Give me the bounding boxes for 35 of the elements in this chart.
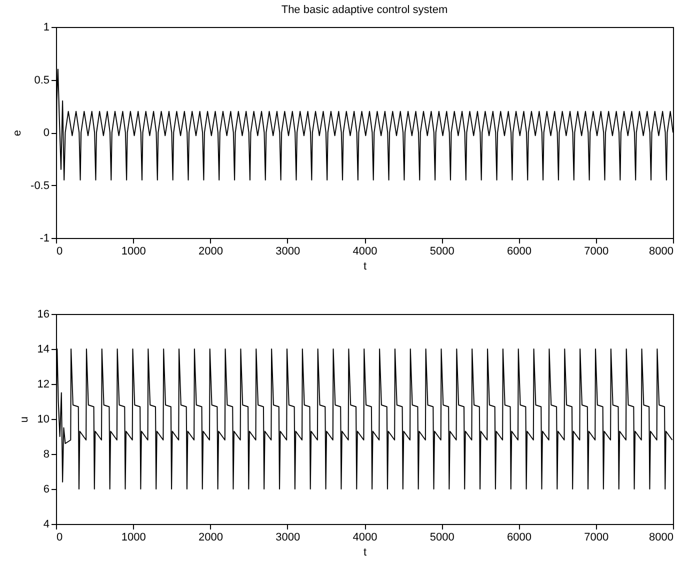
y-tick-label: 4 — [43, 518, 50, 530]
x-tick-label: 3000 — [276, 532, 300, 544]
y-tick-label: 0 — [43, 127, 50, 139]
x-tick-label: 1000 — [121, 532, 146, 544]
x-tick-label: 6000 — [507, 246, 532, 258]
y-axis-title: u — [18, 416, 30, 423]
x-tick-label: 3000 — [276, 246, 300, 258]
y-axis-title: e — [12, 130, 24, 136]
y-tick-label: 8 — [43, 448, 50, 460]
x-tick-label: 7000 — [584, 246, 609, 258]
y-tick-label: 12 — [37, 378, 50, 390]
x-tick-label: 6000 — [507, 532, 532, 544]
x-tick-label: 2000 — [198, 532, 223, 544]
x-axis-title: t — [363, 546, 367, 558]
y-tick-label: 16 — [37, 308, 50, 320]
x-tick-label: 1000 — [121, 246, 146, 258]
x-tick-label: 4000 — [352, 532, 378, 544]
x-tick-label: 5000 — [430, 532, 454, 544]
y-tick-label: 1 — [43, 22, 50, 34]
y-tick-label: 0.5 — [34, 74, 50, 86]
y-tick-label: 6 — [43, 484, 50, 496]
y-tick-label: 14 — [37, 344, 50, 356]
y-tick-label: 10 — [37, 414, 50, 426]
x-tick-label: 2000 — [198, 246, 223, 258]
x-tick-label: 8000 — [649, 246, 674, 258]
x-tick-label: 8000 — [649, 532, 674, 544]
x-tick-label: 0 — [56, 246, 63, 258]
chart-title: The basic adaptive control system — [281, 4, 448, 16]
y-tick-label: -0.5 — [30, 180, 50, 192]
x-tick-label: 7000 — [584, 532, 609, 544]
x-tick-label: 4000 — [352, 246, 378, 258]
x-axis-title: t — [363, 260, 367, 272]
x-tick-label: 5000 — [430, 246, 454, 258]
x-tick-label: 0 — [56, 532, 63, 544]
y-tick-label: -1 — [40, 232, 50, 244]
